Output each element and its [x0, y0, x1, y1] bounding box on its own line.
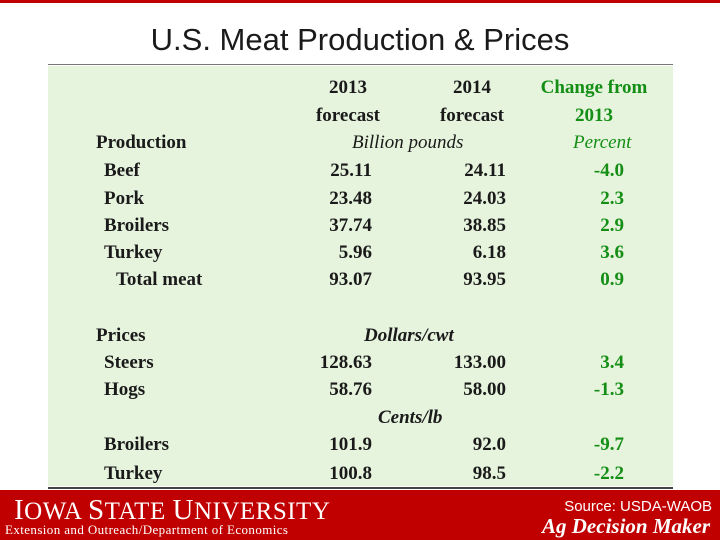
value-2014: 93.95: [463, 269, 506, 290]
logo-letter: S: [87, 494, 105, 526]
source-note: Source: USDA-WAOB: [564, 498, 712, 515]
value-change: 2.9: [600, 215, 624, 236]
value-2014: 92.0: [472, 434, 506, 455]
value-change: -1.3: [593, 379, 624, 400]
value-2013: 5.96: [338, 242, 372, 263]
row-label: Turkey: [104, 463, 163, 484]
value-change: -2.2: [593, 463, 624, 484]
value-change: 3.6: [600, 242, 624, 263]
logo-word: TATE: [104, 498, 173, 525]
value-2014: 24.03: [463, 188, 506, 209]
row-label: Hogs: [104, 379, 146, 400]
value-change: 3.4: [600, 352, 624, 373]
prices-section-label: Prices: [96, 325, 146, 346]
value-2014: 133.00: [453, 352, 506, 373]
logo-word: NIVERSITY: [193, 498, 331, 525]
header-2013-year: 2013: [329, 77, 367, 98]
top-accent-bar: [0, 0, 720, 3]
production-section-label: Production: [96, 132, 187, 153]
value-2014: 98.5: [472, 463, 506, 484]
extension-department-text: Extension and Outreach/Department of Eco…: [5, 522, 289, 537]
row-label: Total meat: [116, 269, 203, 290]
header-change-from: Change from: [540, 77, 648, 98]
title-divider: [48, 64, 673, 65]
value-2013: 128.63: [319, 352, 372, 373]
header-2014-forecast: forecast: [439, 105, 504, 126]
value-2013: 101.9: [329, 434, 372, 455]
logo-letter: U: [172, 494, 194, 526]
ag-decision-maker-logo: Ag Decision Maker: [542, 514, 710, 538]
value-2013: 100.8: [329, 463, 372, 484]
value-2013: 25.11: [330, 160, 372, 181]
logo-letter: I: [14, 494, 25, 526]
production-change-unit: Percent: [573, 132, 632, 153]
value-2014: 58.00: [463, 379, 506, 400]
value-2014: 38.85: [463, 215, 506, 236]
value-change: 2.3: [600, 188, 624, 209]
value-change: -4.0: [593, 160, 624, 181]
prices-unit-lb: Cents/lb: [378, 407, 443, 428]
row-label: Broilers: [104, 215, 170, 236]
value-2014: 24.11: [464, 160, 506, 181]
value-change: 0.9: [600, 269, 624, 290]
value-change: -9.7: [593, 434, 624, 455]
row-label: Pork: [104, 188, 145, 209]
value-2013: 23.48: [329, 188, 372, 209]
row-label: Turkey: [104, 242, 163, 263]
value-2013: 37.74: [329, 215, 372, 236]
header-2014-year: 2014: [453, 77, 491, 98]
footer-bar: [0, 490, 720, 540]
table-bottom-rule: [48, 487, 673, 489]
row-label: Broilers: [104, 434, 170, 455]
value-2013: 93.07: [329, 269, 372, 290]
logo-word: OWA: [24, 498, 88, 525]
header-2013-forecast: forecast: [315, 105, 380, 126]
slide-title: U.S. Meat Production & Prices: [150, 22, 570, 57]
value-2014: 6.18: [472, 242, 506, 263]
university-logo-text: IOWA STATE UNIVERSITY: [14, 494, 330, 527]
row-label: Beef: [104, 160, 140, 181]
header-change-year: 2013: [575, 105, 613, 126]
data-table: 2013 forecast 2014 forecast Change from …: [48, 66, 673, 486]
value-2013: 58.76: [329, 379, 372, 400]
row-label: Steers: [104, 352, 154, 373]
prices-unit-cwt: Dollars/cwt: [364, 325, 454, 346]
production-unit: Billion pounds: [352, 132, 464, 153]
